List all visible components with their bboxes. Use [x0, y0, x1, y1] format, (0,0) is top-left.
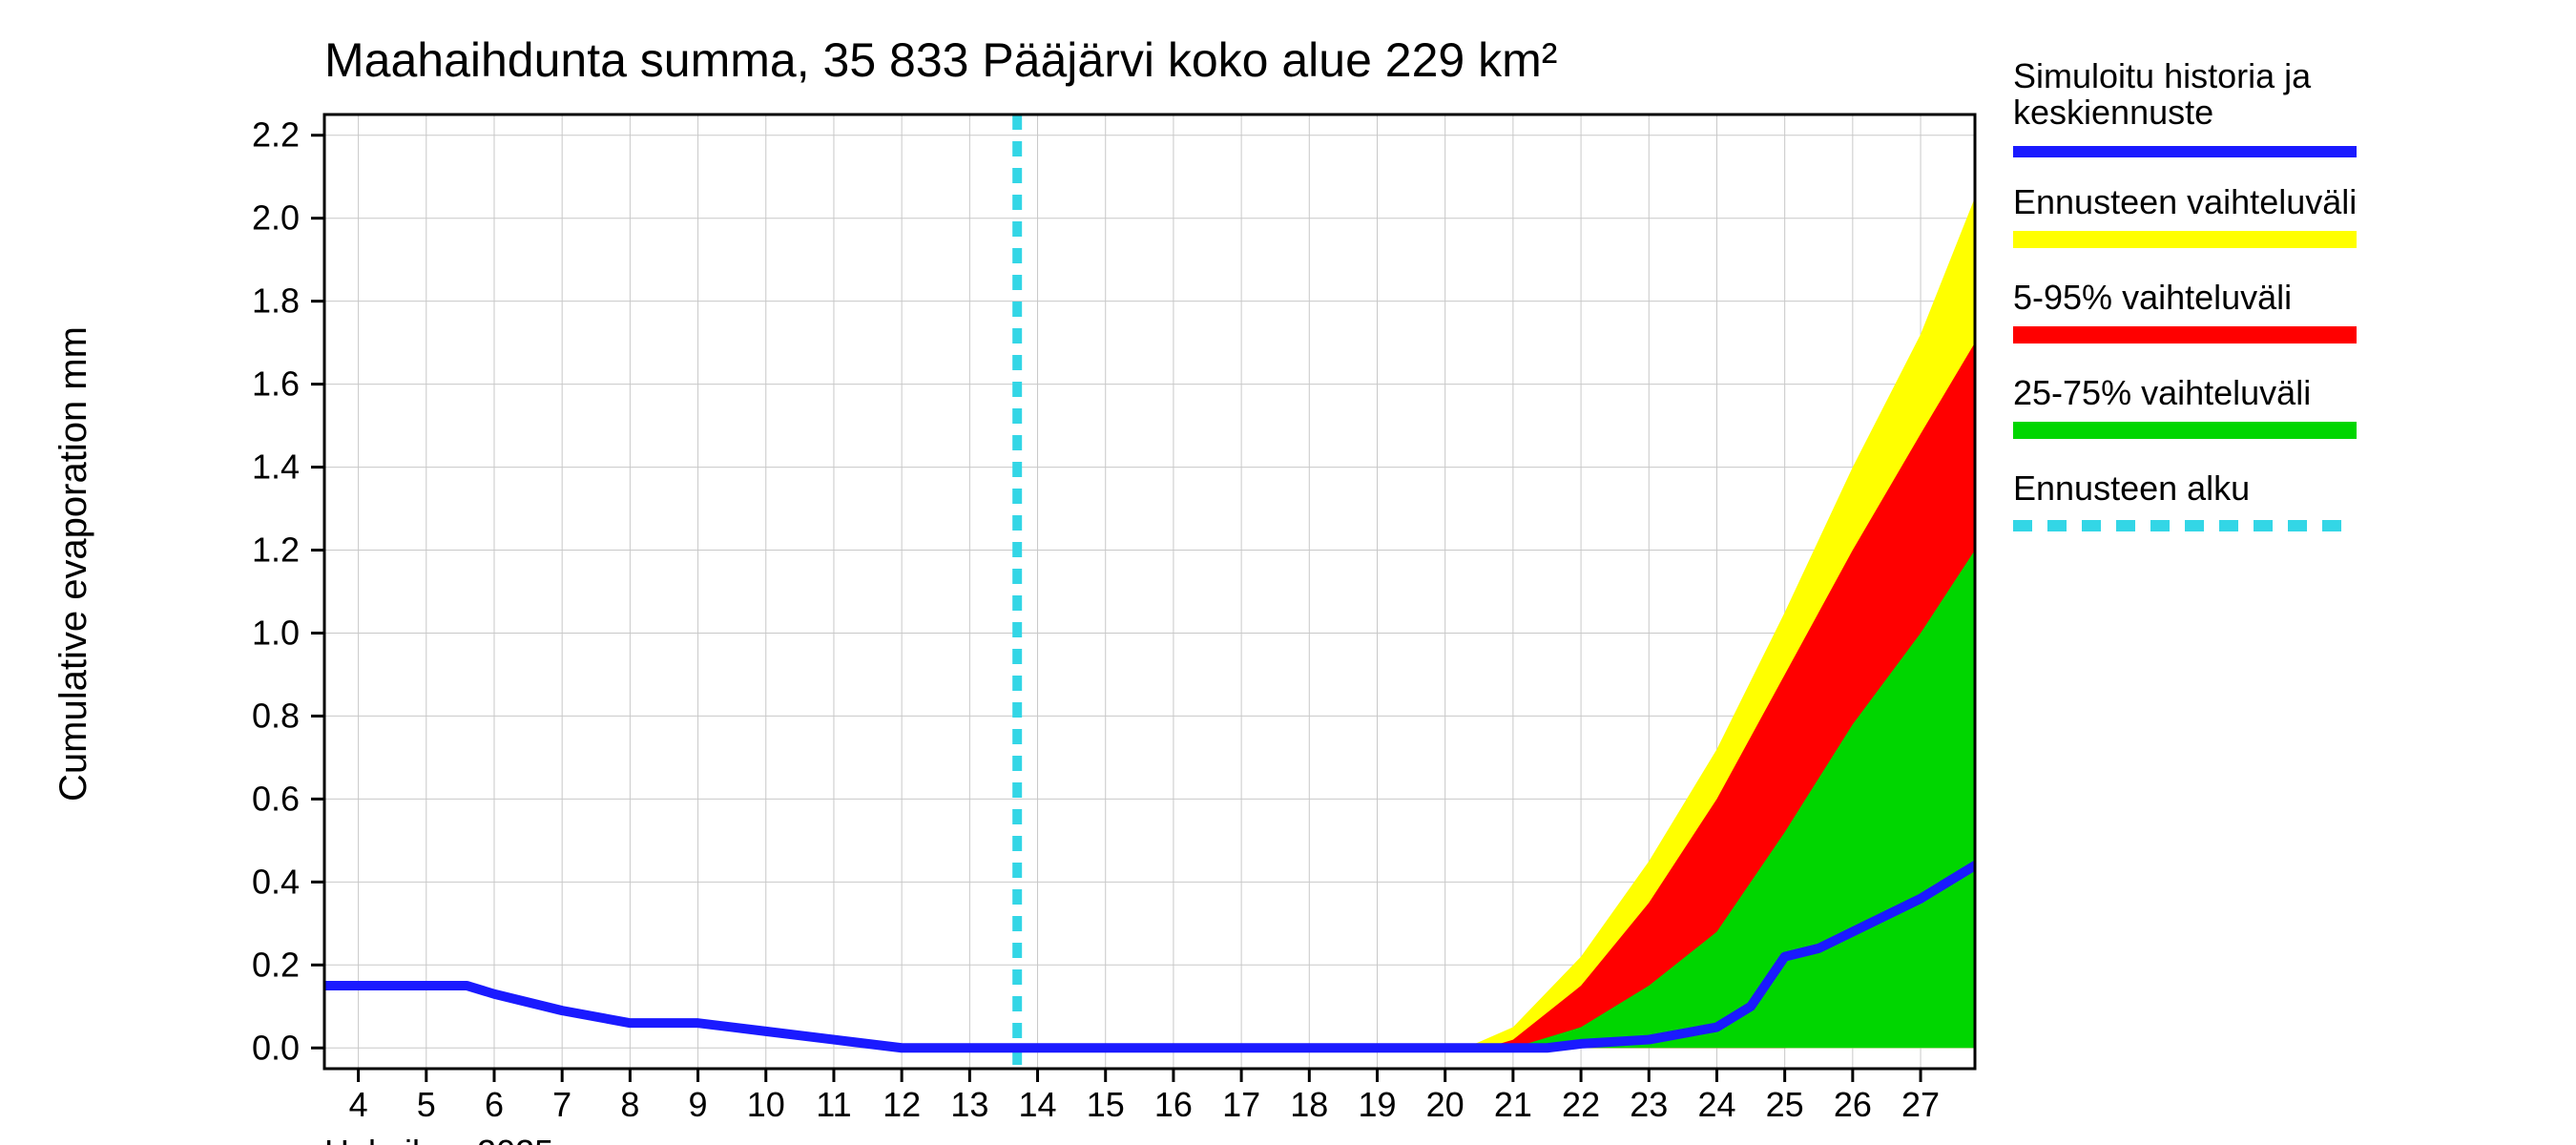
y-tick-label: 0.4	[252, 862, 300, 901]
x-tick-label: 26	[1834, 1085, 1872, 1124]
x-tick-label: 9	[689, 1085, 708, 1124]
evaporation-chart: 4 5 6 7 8 9 10 11 12 13 14 15 16 17 18 19 20 21 22 23 24 25 26…	[0, 0, 2576, 1145]
x-tick-label: 5	[417, 1085, 436, 1124]
x-axis-month-fi: Helmikuu 2025	[324, 1133, 553, 1145]
legend-swatch	[2013, 326, 2357, 344]
x-tick-label: 12	[883, 1085, 921, 1124]
y-tick-label: 2.2	[252, 115, 300, 155]
x-tick-label: 25	[1766, 1085, 1804, 1124]
y-tick-label: 0.8	[252, 696, 300, 735]
legend-swatch	[2013, 231, 2357, 248]
x-tick-label: 16	[1154, 1085, 1193, 1124]
y-tick-label: 1.4	[252, 448, 300, 487]
legend-label: 5-95% vaihteluväli	[2013, 278, 2292, 317]
legend-label: Simuloitu historia ja	[2013, 56, 2312, 95]
legend-label: 25-75% vaihteluväli	[2013, 373, 2311, 412]
chart-title: Maahaihdunta summa, 35 833 Pääjärvi koko…	[324, 33, 1557, 87]
x-tick-label: 7	[552, 1085, 571, 1124]
x-tick-label: 21	[1494, 1085, 1532, 1124]
y-tick-label: 1.8	[252, 281, 300, 321]
y-tick-label: 0.6	[252, 779, 300, 818]
x-tick-label: 10	[747, 1085, 785, 1124]
y-tick-label: 1.6	[252, 364, 300, 404]
x-tick-label: 11	[816, 1085, 851, 1124]
x-tick-label: 27	[1901, 1085, 1940, 1124]
x-tick-label: 23	[1630, 1085, 1668, 1124]
y-axis-label: Cumulative evaporation mm	[52, 326, 94, 802]
legend-label: Ennusteen vaihteluväli	[2013, 182, 2357, 221]
legend-label: keskiennuste	[2013, 93, 2213, 132]
x-tick-label: 6	[485, 1085, 504, 1124]
x-tick-label: 22	[1562, 1085, 1600, 1124]
x-tick-label: 19	[1358, 1085, 1396, 1124]
x-tick-label: 18	[1290, 1085, 1328, 1124]
x-tick-label: 15	[1087, 1085, 1125, 1124]
y-tick-label: 1.2	[252, 531, 300, 570]
y-tick-label: 1.0	[252, 613, 300, 652]
y-tick-label: 2.0	[252, 198, 300, 238]
x-tick-label: 13	[950, 1085, 988, 1124]
x-tick-label: 8	[620, 1085, 639, 1124]
y-tick-label: 0.2	[252, 945, 300, 984]
x-tick-label: 14	[1019, 1085, 1057, 1124]
x-tick-label: 17	[1222, 1085, 1260, 1124]
x-tick-label: 20	[1426, 1085, 1465, 1124]
legend-label: Ennusteen alku	[2013, 468, 2250, 508]
x-tick-label: 24	[1697, 1085, 1735, 1124]
x-tick-label: 4	[349, 1085, 368, 1124]
legend-swatch	[2013, 422, 2357, 439]
y-tick-label: 0.0	[252, 1028, 300, 1067]
